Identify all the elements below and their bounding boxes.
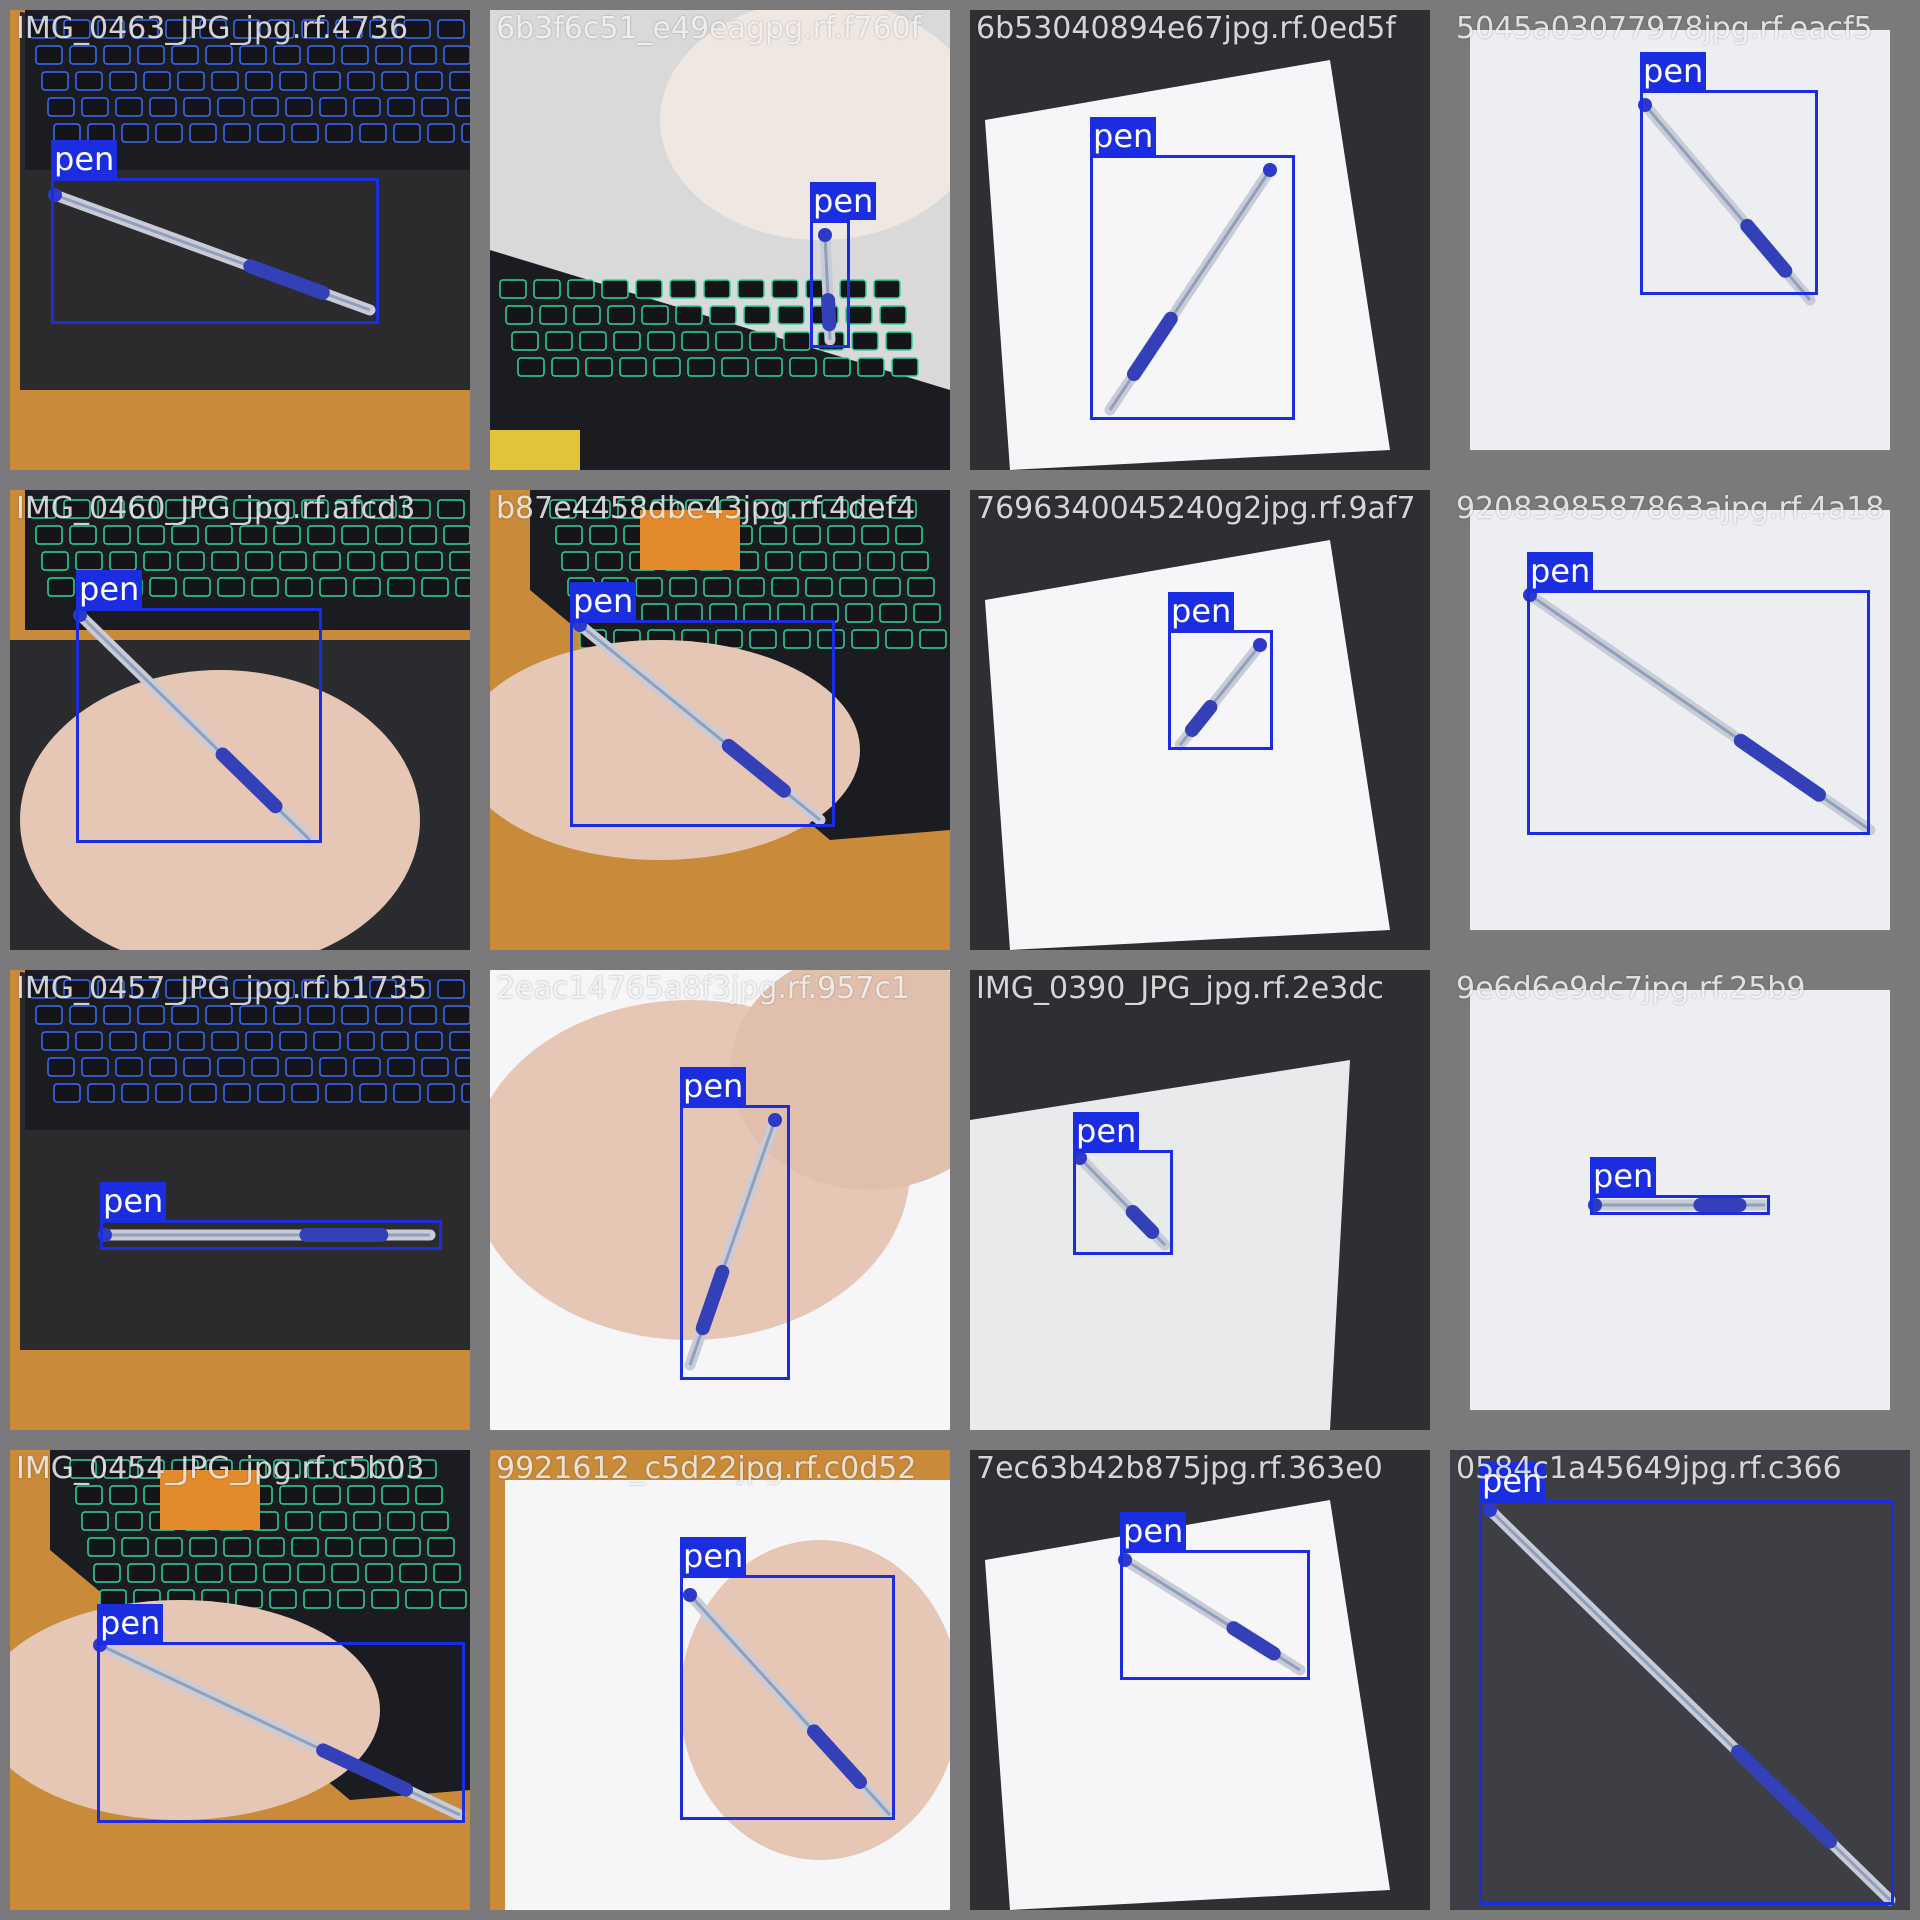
image-filename: 9e6d6e9dc7jpg.rf.25b9 xyxy=(1456,971,1806,1006)
class-label: pen xyxy=(1479,1462,1546,1500)
photo xyxy=(970,1450,1430,1910)
mosaic-tile: pen 9e6d6e9dc7jpg.rf.25b9 xyxy=(1450,970,1910,1430)
mosaic-tile: pen 0584c1a45649jpg.rf.c366 xyxy=(1450,1450,1910,1910)
class-label: pen xyxy=(1640,52,1707,90)
class-label: pen xyxy=(76,570,143,608)
bounding-box xyxy=(570,620,835,827)
mosaic-tile: pen IMG_0457_JPG_jpg.rf.b1735 xyxy=(10,970,470,1430)
image-filename: 9921612_c5d22jpg.rf.c0d52 xyxy=(496,1451,917,1486)
mosaic-tile: pen IMG_0390_JPG_jpg.rf.2e3dc xyxy=(970,970,1430,1430)
photo xyxy=(490,10,950,470)
image-filename: IMG_0460_JPG_jpg.rf.afcd3 xyxy=(16,491,416,526)
bounding-box xyxy=(1168,630,1273,750)
mosaic-tile: pen IMG_0454_JPG_jpg.rf.c5b03 xyxy=(10,1450,470,1910)
photo xyxy=(970,490,1430,950)
mosaic-tile: pen IMG_0460_JPG_jpg.rf.afcd3 xyxy=(10,490,470,950)
class-label: pen xyxy=(1120,1512,1187,1550)
mosaic-tile: pen 9921612_c5d22jpg.rf.c0d52 xyxy=(490,1450,950,1910)
mosaic-tile: pen 7696340045240g2jpg.rf.9af7 xyxy=(970,490,1430,950)
mosaic-tile: pen b87e4458dbe43jpg.rf.4def4 xyxy=(490,490,950,950)
bounding-box xyxy=(51,178,379,324)
class-label: pen xyxy=(1073,1112,1140,1150)
mosaic-tile: pen 5045a03077978jpg.rf.eacf5 xyxy=(1450,10,1910,470)
class-label: pen xyxy=(1590,1157,1657,1195)
photo xyxy=(970,970,1430,1430)
image-filename: 7ec63b42b875jpg.rf.363e0 xyxy=(976,1451,1383,1486)
bounding-box xyxy=(100,1220,442,1250)
class-label: pen xyxy=(1527,552,1594,590)
photo xyxy=(490,1450,950,1910)
class-label: pen xyxy=(51,140,118,178)
photo xyxy=(490,970,950,1430)
photo xyxy=(10,490,470,950)
photo xyxy=(10,10,470,470)
photo xyxy=(490,490,950,950)
bounding-box xyxy=(1479,1500,1894,1905)
class-label: pen xyxy=(810,182,877,220)
bounding-box xyxy=(1640,90,1818,295)
bounding-box xyxy=(810,220,850,348)
bounding-box xyxy=(1527,590,1870,835)
bounding-box xyxy=(97,1642,465,1823)
photo xyxy=(1450,490,1910,950)
class-label: pen xyxy=(1168,592,1235,630)
mosaic-tile: pen 9208398587863ajpg.rf.4a18 xyxy=(1450,490,1910,950)
class-label: pen xyxy=(680,1537,747,1575)
image-filename: IMG_0463_JPG_jpg.rf.4736 xyxy=(16,11,409,46)
image-filename: 0584c1a45649jpg.rf.c366 xyxy=(1456,1451,1842,1486)
bounding-box xyxy=(76,608,322,843)
photo xyxy=(1450,1450,1910,1910)
mosaic-tile: pen 7ec63b42b875jpg.rf.363e0 xyxy=(970,1450,1430,1910)
image-filename: 9208398587863ajpg.rf.4a18 xyxy=(1456,491,1885,526)
image-filename: b87e4458dbe43jpg.rf.4def4 xyxy=(496,491,916,526)
image-filename: 6b53040894e67jpg.rf.0ed5f xyxy=(976,11,1396,46)
image-filename: IMG_0457_JPG_jpg.rf.b1735 xyxy=(16,971,428,1006)
photo xyxy=(1450,970,1910,1430)
image-filename: 6b3f6c51_e49eagpg.rf.f760f xyxy=(496,11,922,46)
image-filename: IMG_0390_JPG_jpg.rf.2e3dc xyxy=(976,971,1384,1006)
photo xyxy=(10,1450,470,1910)
class-label: pen xyxy=(97,1604,164,1642)
image-filename: 2eac14765a8f3jpg.rf.957c1 xyxy=(496,971,911,1006)
image-filename: IMG_0454_JPG_jpg.rf.c5b03 xyxy=(16,1451,425,1486)
photo xyxy=(1450,10,1910,470)
class-label: pen xyxy=(100,1182,167,1220)
bounding-box xyxy=(1073,1150,1173,1255)
bounding-box xyxy=(1120,1550,1310,1680)
image-filename: 7696340045240g2jpg.rf.9af7 xyxy=(976,491,1416,526)
mosaic-tile: pen IMG_0463_JPG_jpg.rf.4736 xyxy=(10,10,470,470)
image-filename: 5045a03077978jpg.rf.eacf5 xyxy=(1456,11,1873,46)
class-label: pen xyxy=(680,1067,747,1105)
mosaic-tile: pen 2eac14765a8f3jpg.rf.957c1 xyxy=(490,970,950,1430)
bounding-box xyxy=(680,1575,895,1820)
class-label: pen xyxy=(570,582,637,620)
class-label: pen xyxy=(1090,117,1157,155)
bounding-box xyxy=(1090,155,1295,420)
photo xyxy=(970,10,1430,470)
mosaic-tile: pen 6b53040894e67jpg.rf.0ed5f xyxy=(970,10,1430,470)
bounding-box xyxy=(680,1105,790,1380)
photo xyxy=(10,970,470,1430)
bounding-box xyxy=(1590,1195,1770,1215)
mosaic-tile: pen 6b3f6c51_e49eagpg.rf.f760f xyxy=(490,10,950,470)
